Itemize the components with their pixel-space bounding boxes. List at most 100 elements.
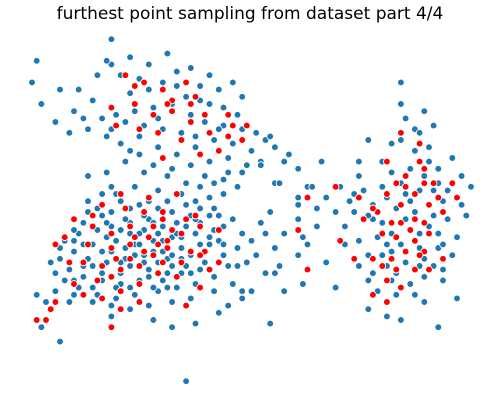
dataset-point [429, 186, 438, 195]
dataset-point [467, 182, 475, 191]
dataset-point [387, 139, 396, 148]
dataset-point [285, 150, 293, 159]
dataset-point [238, 229, 247, 238]
dataset-point [448, 154, 457, 162]
dataset-point [439, 265, 447, 274]
sampled-point [429, 179, 438, 188]
dataset-point [126, 305, 134, 314]
dataset-point [84, 197, 92, 206]
sampled-point [107, 229, 116, 238]
dataset-point [102, 132, 111, 141]
dataset-point [238, 168, 247, 177]
sampled-point [172, 272, 181, 281]
sampled-point [70, 280, 78, 288]
dataset-point [233, 244, 242, 252]
dataset-point [116, 197, 125, 206]
sampled-point [392, 179, 401, 188]
sampled-point [112, 121, 120, 130]
dataset-point [88, 298, 97, 306]
dataset-point [299, 280, 307, 288]
dataset-point [214, 85, 223, 94]
sampled-point [172, 190, 181, 198]
dataset-point [191, 132, 200, 141]
dataset-point [224, 301, 233, 310]
dataset-point [429, 121, 438, 130]
dataset-point [70, 247, 78, 256]
dataset-point [98, 190, 106, 198]
sampled-point [401, 172, 410, 180]
dataset-point [168, 251, 176, 260]
dataset-point [70, 107, 78, 116]
dataset-point [112, 294, 120, 303]
sampled-point [163, 100, 172, 108]
sampled-point [369, 204, 377, 213]
sampled-point [98, 262, 106, 270]
dataset-point [98, 269, 106, 278]
sampled-point [378, 262, 387, 270]
dataset-point [70, 290, 78, 299]
dataset-point [182, 179, 190, 188]
sampled-point [32, 316, 41, 324]
dataset-point [322, 193, 331, 202]
sampled-point [411, 190, 419, 198]
dataset-point [79, 114, 88, 123]
dataset-point [205, 71, 214, 80]
dataset-point [56, 254, 64, 263]
sampled-point [144, 193, 153, 202]
sampled-point [355, 193, 363, 202]
dataset-point [88, 262, 97, 270]
dataset-point [51, 118, 60, 126]
dataset-point [415, 128, 424, 137]
sampled-point [350, 254, 359, 263]
dataset-point [294, 251, 303, 260]
dataset-point [266, 319, 275, 328]
dataset-point [144, 301, 153, 310]
dataset-point [420, 107, 429, 116]
dataset-point [429, 211, 438, 220]
dataset-point [280, 157, 289, 166]
sampled-point [121, 71, 130, 80]
sampled-point [224, 132, 233, 141]
dataset-point [65, 298, 74, 306]
dataset-point [228, 280, 237, 288]
dataset-point [219, 251, 228, 260]
dataset-point [369, 269, 377, 278]
sampled-point [51, 240, 60, 249]
dataset-point [205, 211, 214, 220]
dataset-point [434, 229, 443, 238]
dataset-point [154, 143, 162, 152]
dataset-point [411, 146, 419, 155]
dataset-point [406, 280, 415, 288]
dataset-point [182, 377, 190, 386]
dataset-point [411, 208, 419, 216]
dataset-point [233, 262, 242, 270]
sampled-point [93, 276, 102, 285]
dataset-point [425, 143, 433, 152]
sampled-point [453, 193, 461, 202]
dataset-point [294, 164, 303, 173]
dataset-point [168, 323, 176, 332]
sampled-point [186, 118, 195, 126]
sampled-point [126, 222, 134, 231]
dataset-point [355, 172, 363, 180]
sampled-point [112, 254, 120, 263]
sampled-point [387, 218, 396, 227]
sampled-point [168, 226, 176, 234]
dataset-point [182, 92, 190, 101]
dataset-point [233, 110, 242, 119]
sampled-point [303, 265, 312, 274]
dataset-point [448, 251, 457, 260]
dataset-point [341, 222, 349, 231]
sampled-point [158, 258, 167, 267]
sampled-point [154, 240, 162, 249]
dataset-point [200, 258, 209, 267]
dataset-point [359, 186, 368, 195]
dataset-point [317, 157, 326, 166]
dataset-point [378, 182, 387, 191]
dataset-point [219, 240, 228, 249]
sampled-point [154, 269, 162, 278]
dataset-point [144, 60, 153, 69]
dataset-point [98, 114, 106, 123]
dataset-point [434, 323, 443, 332]
